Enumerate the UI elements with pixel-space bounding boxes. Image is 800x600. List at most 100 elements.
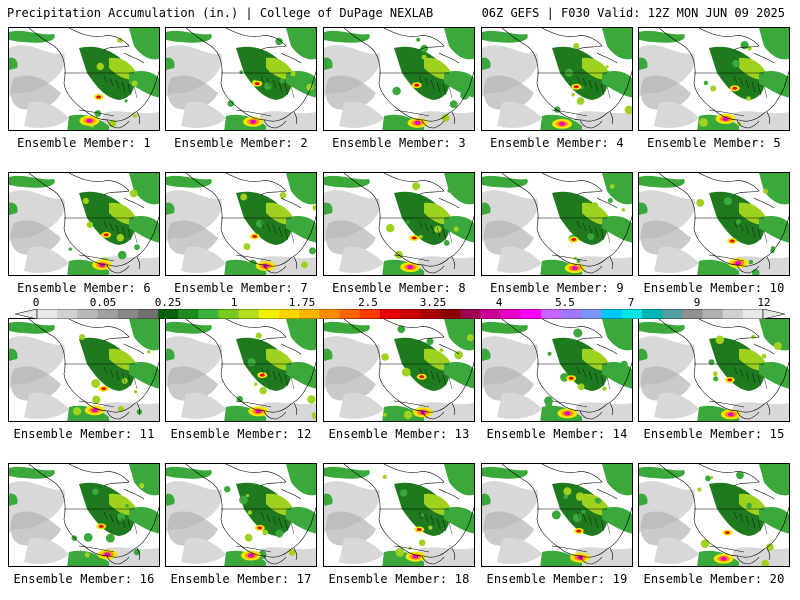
light-precip-area: [654, 101, 699, 128]
precip-cell: [117, 512, 126, 521]
precip-cell: [275, 37, 283, 46]
precip-cell: [264, 82, 272, 90]
precip-cell: [426, 338, 434, 345]
precip-cell: [746, 502, 752, 509]
colorbar-tick-label: 7: [627, 296, 635, 309]
precip-cell: [259, 386, 267, 395]
member-caption: Ensemble Member: 11: [13, 427, 155, 441]
precip-cell: [705, 475, 711, 482]
light-precip-area: [10, 220, 61, 255]
precip-cell: [713, 376, 719, 382]
ensemble-member-map: [8, 463, 160, 567]
colorbar-swatch: [238, 309, 260, 319]
precip-cell: [563, 487, 572, 496]
colorbar-swatch: [137, 309, 159, 319]
precip-cell: [735, 219, 742, 225]
member-caption: Ensemble Member: 19: [486, 572, 628, 586]
light-precip-area: [640, 75, 691, 110]
map-outline: [185, 319, 316, 420]
colorbar-swatch: [440, 309, 461, 319]
precip-band: [482, 493, 491, 506]
precip-band: [697, 259, 739, 275]
light-precip-area: [10, 511, 61, 546]
light-precip-area: [10, 75, 61, 110]
heavy-precip-core: [257, 526, 263, 530]
precip-cell: [309, 247, 316, 255]
heavy-precip-core: [576, 529, 582, 533]
precip-cell: [106, 533, 115, 543]
precip-cell: [696, 199, 705, 207]
precip-cell: [381, 353, 389, 361]
map-outline: [501, 28, 632, 129]
precip-cell: [421, 54, 427, 60]
precip-cell: [117, 37, 123, 43]
colorbar-swatch: [359, 309, 381, 319]
ensemble-member-map: [481, 172, 633, 276]
light-precip-area: [181, 392, 226, 419]
precip-band: [444, 319, 474, 351]
light-precip-area: [483, 366, 534, 401]
precip-cell: [255, 219, 264, 228]
precip-band: [382, 405, 424, 421]
colorbar-swatch: [621, 309, 643, 319]
ensemble-member-map: [638, 318, 790, 422]
precip-band: [697, 114, 739, 130]
member-caption: Ensemble Member: 5: [647, 136, 781, 150]
ensemble-member-map: [8, 318, 160, 422]
precip-band: [482, 30, 528, 43]
precip-cell: [617, 72, 623, 78]
light-precip-area: [339, 537, 384, 564]
precip-cell: [766, 543, 774, 551]
map-outline: [658, 28, 789, 129]
light-precip-area: [167, 220, 218, 255]
precip-cell: [697, 487, 702, 492]
member-caption: Ensemble Member: 3: [332, 136, 466, 150]
precip-cell: [773, 342, 782, 350]
map-outline: [658, 319, 789, 420]
precip-cell: [253, 382, 258, 386]
precip-cell: [715, 335, 725, 345]
precip-band: [324, 30, 370, 43]
colorbar-tick-label: 1.75: [288, 296, 316, 309]
precip-cell: [420, 44, 428, 53]
light-precip-area: [497, 537, 542, 564]
member-caption: Ensemble Member: 8: [332, 281, 466, 295]
precip-cell: [246, 494, 250, 497]
precip-band: [759, 507, 789, 534]
precip-band: [602, 362, 632, 389]
precip-cell: [116, 234, 125, 242]
heavy-precip-core: [96, 95, 102, 99]
precip-band: [166, 175, 212, 188]
member-caption: Ensemble Member: 13: [328, 427, 470, 441]
precip-band: [129, 362, 159, 389]
precip-cell: [84, 552, 90, 558]
colorbar-tick-label: 5.5: [555, 296, 575, 309]
colorbar-min-arrow: [15, 309, 38, 319]
member-caption: Ensemble Member: 15: [643, 427, 785, 441]
precip-band: [166, 57, 175, 70]
light-precip-area: [24, 246, 69, 273]
precip-cell: [94, 110, 102, 117]
colorbar-max-arrow: [762, 309, 785, 319]
precip-band: [166, 202, 175, 215]
precip-band: [759, 173, 789, 205]
precip-cell: [307, 395, 316, 404]
colorbar-swatch: [722, 309, 744, 319]
colorbar-swatch: [500, 309, 522, 319]
precip-cell: [454, 350, 463, 360]
map-outline: [28, 173, 159, 274]
precip-band: [286, 173, 316, 205]
light-precip-area: [181, 537, 226, 564]
precip-cell: [699, 118, 708, 127]
precip-cell: [700, 539, 710, 548]
precip-band: [324, 348, 333, 361]
precip-cell: [224, 486, 231, 493]
precip-cell: [590, 202, 599, 210]
precip-cell: [605, 65, 609, 69]
light-precip-area: [572, 111, 632, 130]
colorbar-swatch: [601, 309, 623, 319]
light-precip-area: [640, 220, 691, 255]
precip-cell: [447, 188, 452, 193]
precip-cell: [262, 529, 269, 536]
colorbar-swatch: [521, 309, 542, 319]
